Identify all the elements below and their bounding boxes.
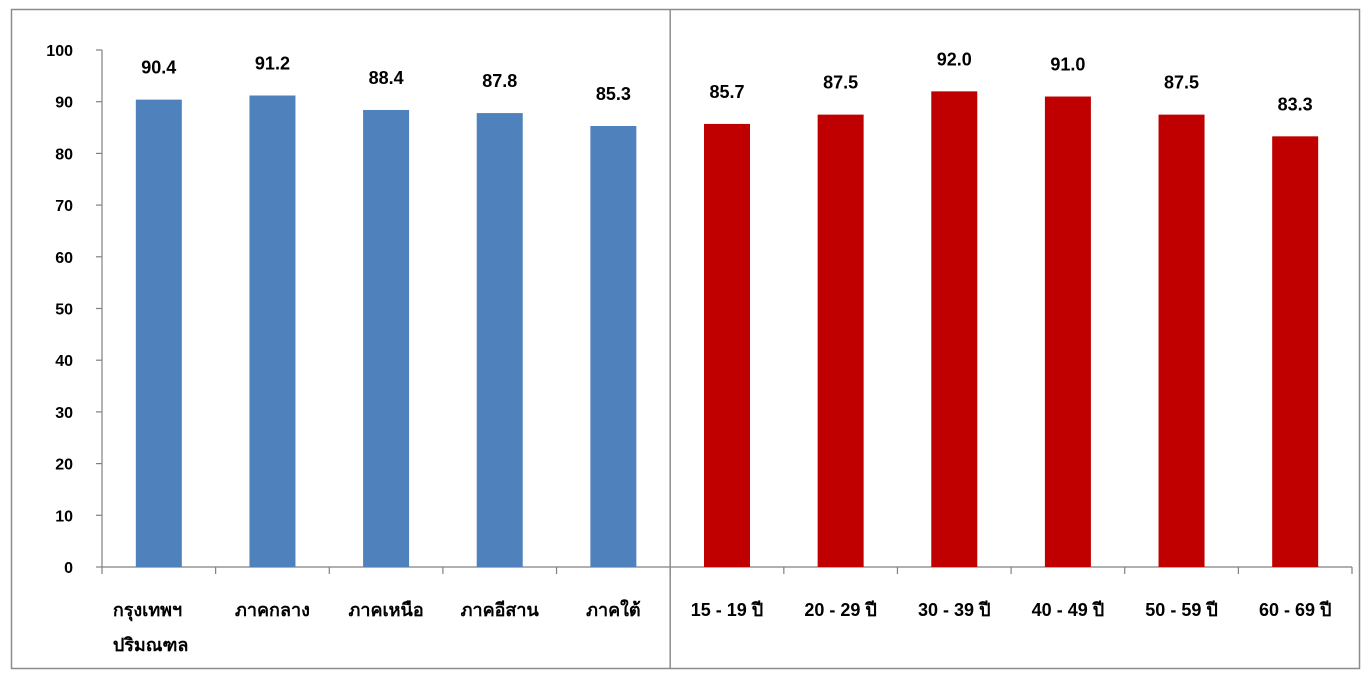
data-label: 91.2: [255, 53, 290, 73]
bar: [1044, 96, 1091, 567]
x-tick-label: 15 - 19 ปี: [691, 600, 763, 620]
bar: [1158, 114, 1205, 567]
data-label: 83.3: [1278, 94, 1313, 114]
bar: [817, 114, 864, 567]
y-tick-label: 20: [55, 457, 73, 474]
y-tick-label: 30: [55, 405, 73, 422]
x-tick-label: กรุงเทพฯ: [113, 600, 182, 622]
data-label: 87.8: [482, 71, 517, 91]
y-tick-label: 50: [55, 302, 73, 319]
x-tick-label: ภาคใต้: [586, 599, 641, 620]
y-tick-label: 0: [64, 560, 73, 577]
x-tick-label: ภาคเหนือ: [349, 600, 424, 620]
y-tick-label: 80: [55, 146, 73, 163]
x-tick-label: ภาคอีสาน: [461, 600, 540, 620]
bar: [249, 95, 296, 567]
y-tick-label: 90: [55, 95, 73, 112]
bar: [1272, 136, 1319, 568]
x-tick-label: 20 - 29 ปี: [804, 600, 876, 620]
bar: [590, 125, 637, 568]
data-label: 85.7: [709, 82, 744, 102]
x-tick-label: 30 - 39 ปี: [918, 600, 990, 620]
x-tick-label: ภาคกลาง: [235, 600, 310, 620]
data-label: 92.0: [937, 49, 972, 69]
bar: [931, 91, 978, 568]
data-label: 85.3: [596, 84, 631, 104]
chart-frame: [10, 8, 1361, 670]
data-label: 90.4: [141, 58, 176, 78]
x-tick-label: 50 - 59 ปี: [1145, 600, 1217, 620]
bar: [135, 99, 182, 567]
y-tick-label: 40: [55, 353, 73, 370]
y-tick-label: 70: [55, 198, 73, 215]
data-label: 91.0: [1050, 55, 1085, 75]
bar: [363, 109, 410, 568]
data-label: 87.5: [1164, 73, 1199, 93]
bar: [704, 123, 750, 567]
x-tick-label: 60 - 69 ปี: [1259, 600, 1331, 620]
y-tick-label: 100: [46, 43, 73, 60]
y-tick-label: 60: [55, 250, 73, 267]
data-label: 87.5: [823, 73, 858, 93]
bar: [476, 113, 523, 567]
x-tick-label: ปริมณฑล: [113, 635, 189, 655]
data-label: 88.4: [369, 68, 404, 88]
y-tick-label: 10: [55, 508, 73, 525]
x-tick-label: 40 - 49 ปี: [1032, 600, 1104, 620]
